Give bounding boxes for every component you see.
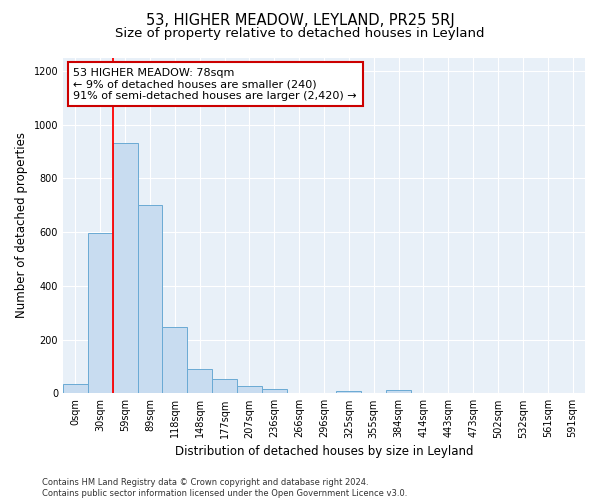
Text: 53, HIGHER MEADOW, LEYLAND, PR25 5RJ: 53, HIGHER MEADOW, LEYLAND, PR25 5RJ <box>146 12 454 28</box>
Bar <box>337 390 361 394</box>
Bar <box>212 378 237 394</box>
Bar <box>88 234 113 394</box>
Bar <box>63 384 88 394</box>
Text: 53 HIGHER MEADOW: 78sqm
← 9% of detached houses are smaller (240)
91% of semi-de: 53 HIGHER MEADOW: 78sqm ← 9% of detached… <box>73 68 357 101</box>
X-axis label: Distribution of detached houses by size in Leyland: Distribution of detached houses by size … <box>175 444 473 458</box>
Bar <box>237 386 262 394</box>
Bar <box>262 390 287 394</box>
Bar <box>386 390 411 394</box>
Bar <box>113 144 137 394</box>
Text: Contains HM Land Registry data © Crown copyright and database right 2024.
Contai: Contains HM Land Registry data © Crown c… <box>42 478 407 498</box>
Bar <box>187 369 212 394</box>
Bar <box>137 206 163 394</box>
Text: Size of property relative to detached houses in Leyland: Size of property relative to detached ho… <box>115 28 485 40</box>
Y-axis label: Number of detached properties: Number of detached properties <box>15 132 28 318</box>
Bar <box>163 328 187 394</box>
